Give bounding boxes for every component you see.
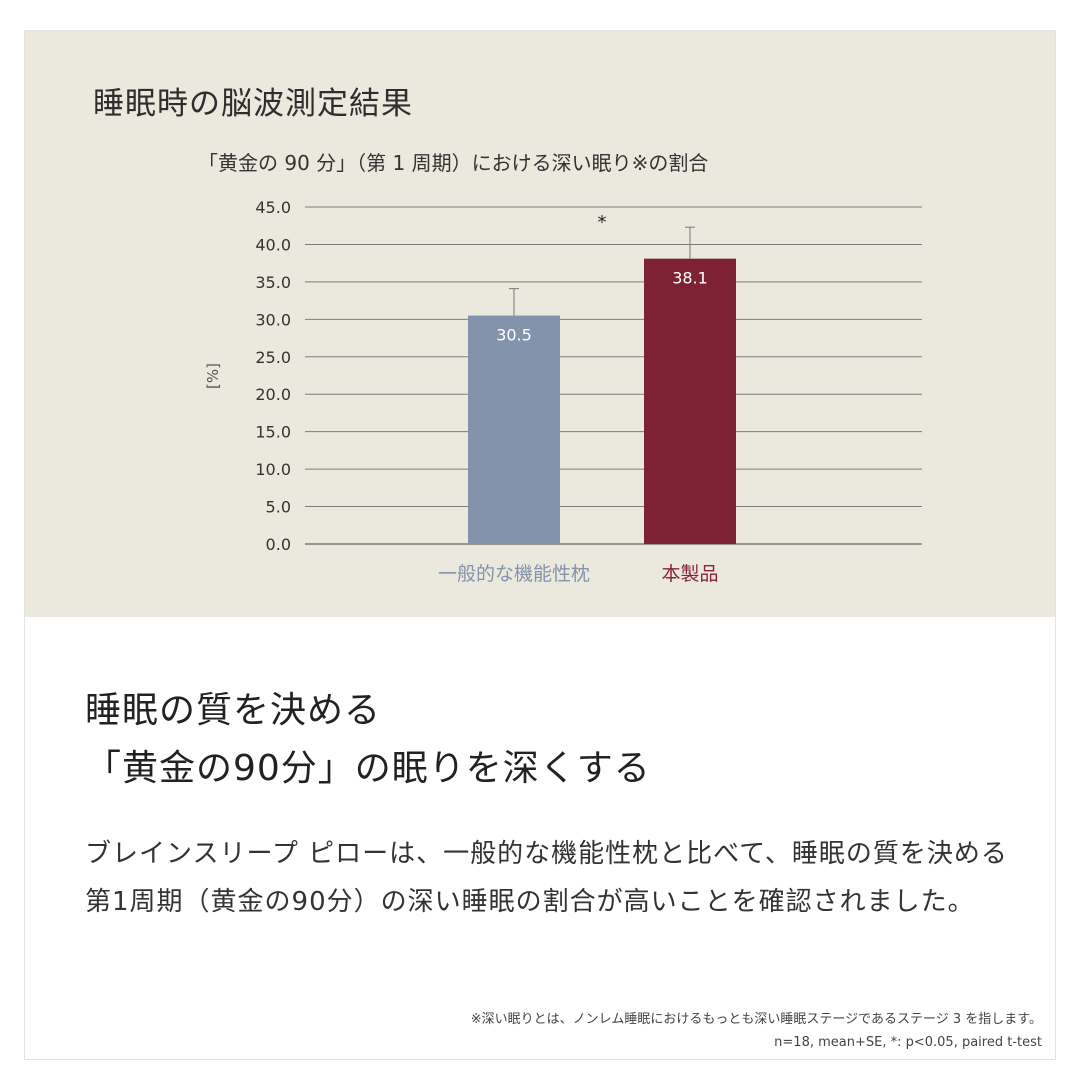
category-label: 一般的な機能性枕 xyxy=(438,563,590,585)
footnote: ※深い眠りとは、ノンレム睡眠におけるもっとも深い睡眠ステージであるステージ 3 … xyxy=(471,1008,1042,1054)
headline-line-2: 「黄金の90分」の眠りを深くする xyxy=(85,748,651,789)
headline: 睡眠の質を決める 「黄金の90分」の眠りを深くする xyxy=(85,682,651,798)
headline-line-1: 睡眠の質を決める xyxy=(85,690,382,731)
bar-value-label: 30.5 xyxy=(496,326,532,345)
y-tick-label: 10.0 xyxy=(255,460,291,479)
chart-gridlines xyxy=(305,206,922,545)
y-tick-label: 20.0 xyxy=(255,385,291,404)
y-tick-label: 15.0 xyxy=(255,423,291,442)
y-tick-label: 0.0 xyxy=(266,535,291,554)
y-tick-label: 35.0 xyxy=(255,273,291,292)
bar-value-label: 38.1 xyxy=(672,269,708,288)
footnote-line-2: n=18, mean+SE, *: p<0.05, paired t-test xyxy=(774,1035,1042,1050)
bar-labels: 30.5 一般的な機能性枕 38.1 本製品 * xyxy=(438,212,719,585)
body-text: ブレインスリープ ピローは、一般的な機能性枕と比べて、睡眠の質を決める第1周期（… xyxy=(85,839,1008,917)
y-tick-label: 40.0 xyxy=(255,235,291,254)
footnote-line-1: ※深い眠りとは、ノンレム睡眠におけるもっとも深い睡眠ステージであるステージ 3 … xyxy=(470,1012,1042,1027)
bar-chart: 0.0 5.0 10.0 15.0 20.0 25.0 30.0 35.0 40.0 45.0 3… xyxy=(204,198,922,585)
y-axis-label: [%] xyxy=(204,363,222,389)
significance-marker: * xyxy=(598,212,607,233)
y-tick-label: 25.0 xyxy=(255,348,291,367)
category-label: 本製品 xyxy=(661,563,718,585)
y-tick-label: 45.0 xyxy=(255,198,291,217)
panel-title: 睡眠時の脳波測定結果 xyxy=(93,86,413,122)
bar xyxy=(644,258,736,544)
chart-title: 「黄金の 90 分」（第 1 周期）における深い眠り※の割合 xyxy=(198,151,709,175)
bar xyxy=(468,315,560,544)
y-tick-label: 5.0 xyxy=(266,498,291,517)
bars xyxy=(468,226,736,544)
y-tick-label: 30.0 xyxy=(255,310,291,329)
y-tick-labels: 0.0 5.0 10.0 15.0 20.0 25.0 30.0 35.0 40.0 45.0 xyxy=(255,198,291,554)
